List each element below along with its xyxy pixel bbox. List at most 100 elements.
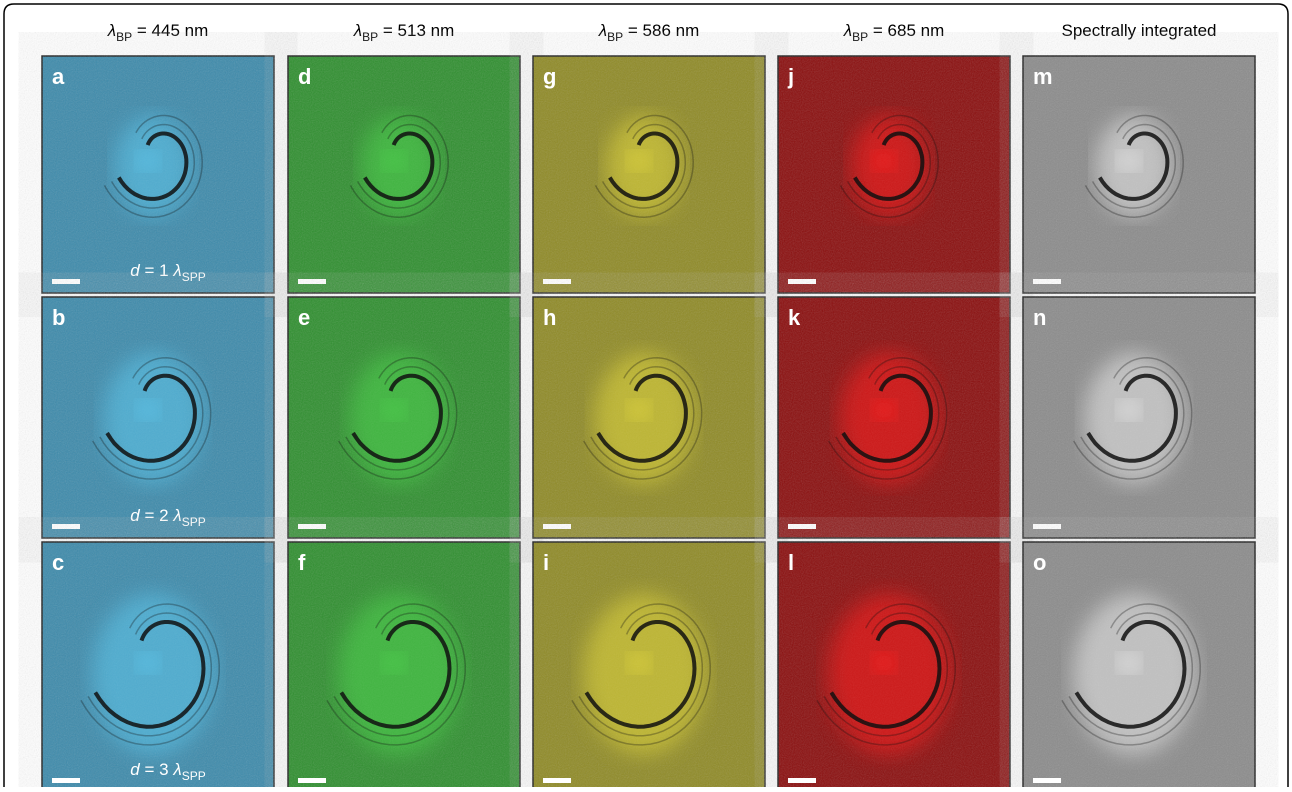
text: = 513 nm bbox=[378, 21, 454, 40]
glow-core bbox=[382, 400, 406, 420]
glow-core bbox=[627, 653, 651, 673]
spiral bbox=[594, 114, 694, 218]
panel: g bbox=[532, 55, 766, 294]
spiral bbox=[1073, 357, 1193, 480]
glow bbox=[828, 594, 950, 754]
spiral bbox=[363, 131, 435, 201]
label: d = 1 λSPP bbox=[130, 261, 205, 284]
spiral bbox=[1091, 123, 1177, 209]
scale-bar bbox=[52, 524, 80, 529]
subscript: BP bbox=[607, 30, 623, 44]
frame bbox=[3, 3, 1289, 787]
spiral bbox=[338, 357, 458, 480]
panel-letter: c bbox=[52, 550, 64, 575]
glow-core bbox=[1117, 400, 1141, 420]
glow-core bbox=[136, 653, 160, 673]
spiral bbox=[80, 603, 220, 746]
spiral bbox=[1084, 114, 1184, 218]
panel: i bbox=[532, 541, 766, 792]
glow bbox=[92, 594, 214, 754]
spiral bbox=[339, 620, 452, 729]
panel: n bbox=[1022, 296, 1256, 539]
spiral bbox=[110, 123, 196, 209]
symbol: λ bbox=[598, 21, 607, 40]
glow-core bbox=[136, 400, 160, 420]
spiral bbox=[583, 357, 703, 480]
spiral bbox=[828, 357, 948, 480]
subscript: BP bbox=[116, 30, 132, 44]
glow bbox=[583, 594, 705, 754]
spiral bbox=[117, 131, 189, 201]
glow-core bbox=[627, 400, 651, 420]
spiral bbox=[326, 603, 466, 746]
spiral bbox=[590, 366, 695, 471]
scale-bar bbox=[298, 778, 326, 783]
scale-bar bbox=[543, 778, 571, 783]
symbol: λ bbox=[172, 506, 181, 525]
spiral bbox=[835, 366, 940, 471]
glow-core bbox=[872, 653, 896, 673]
panel: h bbox=[532, 296, 766, 539]
spiral bbox=[853, 131, 925, 201]
spiral bbox=[93, 620, 206, 729]
glow-core bbox=[1117, 653, 1141, 673]
symbol: λ bbox=[107, 21, 116, 40]
scale-bar bbox=[298, 279, 326, 284]
text: = 685 nm bbox=[868, 21, 944, 40]
scale-bar bbox=[788, 778, 816, 783]
panel: o bbox=[1022, 541, 1256, 792]
glow-core bbox=[382, 151, 406, 171]
column-header: λBP = 445 nm bbox=[107, 21, 208, 44]
spiral bbox=[1068, 612, 1194, 737]
glow bbox=[1073, 594, 1195, 754]
panel: d bbox=[287, 55, 521, 294]
spiral bbox=[349, 114, 449, 218]
spiral bbox=[1086, 373, 1178, 463]
glow-core bbox=[136, 151, 160, 171]
text: = 445 nm bbox=[132, 21, 208, 40]
panel-letter: j bbox=[787, 64, 794, 89]
scale-bar bbox=[788, 524, 816, 529]
scale-bar bbox=[1033, 778, 1061, 783]
spiral bbox=[608, 131, 680, 201]
spiral bbox=[839, 114, 939, 218]
text: = 586 nm bbox=[623, 21, 699, 40]
spiral bbox=[99, 366, 204, 471]
spiral bbox=[1098, 131, 1170, 201]
panel-letter: k bbox=[788, 305, 801, 330]
glow bbox=[338, 594, 460, 754]
spiral bbox=[829, 620, 942, 729]
panel: m bbox=[1022, 55, 1256, 294]
spiral bbox=[578, 612, 704, 737]
panel-letter: f bbox=[298, 550, 306, 575]
spiral bbox=[1074, 620, 1187, 729]
glow-core bbox=[872, 151, 896, 171]
panel-letter: l bbox=[788, 550, 794, 575]
spiral bbox=[351, 373, 443, 463]
spiral bbox=[87, 612, 213, 737]
spiral bbox=[345, 366, 450, 471]
text: = 2 bbox=[140, 506, 174, 525]
panel-letter: a bbox=[52, 64, 65, 89]
panel-letter: i bbox=[543, 550, 549, 575]
panel: b bbox=[41, 296, 275, 539]
scale-bar bbox=[1033, 279, 1061, 284]
column-header: λBP = 513 nm bbox=[353, 21, 454, 44]
panel-letter: o bbox=[1033, 550, 1046, 575]
panel-letter: m bbox=[1033, 64, 1053, 89]
scale-bar bbox=[52, 279, 80, 284]
symbol: λ bbox=[353, 21, 362, 40]
symbol: λ bbox=[172, 760, 181, 779]
label: d = 2 λSPP bbox=[130, 506, 205, 529]
panel: l bbox=[777, 541, 1011, 792]
column-header: λBP = 685 nm bbox=[843, 21, 944, 44]
subscript: SPP bbox=[182, 270, 206, 284]
spiral bbox=[823, 612, 949, 737]
variable: d bbox=[130, 506, 140, 525]
spiral bbox=[571, 603, 711, 746]
panel: c bbox=[41, 541, 275, 792]
panel-letter: g bbox=[543, 64, 556, 89]
spiral bbox=[841, 373, 933, 463]
subscript: BP bbox=[852, 30, 868, 44]
